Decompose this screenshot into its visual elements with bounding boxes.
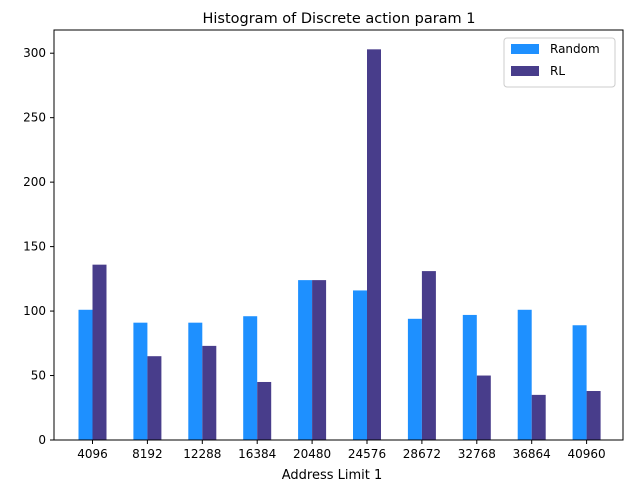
x-tick-label: 4096 xyxy=(77,447,108,461)
bar-random-36864 xyxy=(517,309,532,440)
x-tick-label: 8192 xyxy=(132,447,163,461)
y-tick-label: 250 xyxy=(23,111,46,125)
bar-rl-20480 xyxy=(312,280,327,440)
bar-rl-32768 xyxy=(476,375,491,440)
legend-label-rl: RL xyxy=(550,64,565,78)
bar-random-8192 xyxy=(133,322,148,440)
bar-rl-40960 xyxy=(586,391,601,440)
x-tick-label: 20480 xyxy=(293,447,331,461)
x-tick-label: 36864 xyxy=(513,447,551,461)
bar-random-28672 xyxy=(407,318,422,440)
x-axis: 4096 8192 12288 16384 20480 24576 28672 32768 36… xyxy=(77,440,606,461)
bar-random-24576 xyxy=(353,290,367,440)
bar-random-40960 xyxy=(572,325,587,440)
y-tick-label: 200 xyxy=(23,175,46,189)
y-tick-label: 300 xyxy=(23,46,46,60)
chart-title: Histogram of Discrete action param 1 xyxy=(202,11,475,27)
plot-frame xyxy=(53,29,624,441)
x-axis-label: Address Limit 1 xyxy=(282,468,383,483)
x-tick-label: 16384 xyxy=(238,447,276,461)
x-tick-label: 28672 xyxy=(403,447,441,461)
y-tick-label: 0 xyxy=(38,433,46,447)
x-tick-label: 32768 xyxy=(458,447,496,461)
y-axis: 0 50 100 150 200 250 300 xyxy=(23,46,54,447)
bar-random-32768 xyxy=(462,314,477,440)
bar-rl-28672 xyxy=(421,271,436,440)
legend: Random RL xyxy=(503,37,616,88)
x-tick-label: 24576 xyxy=(348,447,386,461)
bar-random-16384 xyxy=(243,316,258,440)
bars-group xyxy=(78,49,601,440)
bar-random-4096 xyxy=(78,309,93,440)
bar-rl-16384 xyxy=(257,381,272,440)
legend-label-random: Random xyxy=(550,42,600,56)
x-tick-label: 40960 xyxy=(568,447,606,461)
bar-rl-8192 xyxy=(147,356,162,440)
legend-swatch-rl xyxy=(511,66,539,76)
bar-random-12288 xyxy=(188,322,203,440)
bar-random-20480 xyxy=(298,280,313,440)
bar-rl-12288 xyxy=(202,345,217,440)
y-tick-label: 100 xyxy=(23,304,46,318)
bar-rl-36864 xyxy=(531,394,546,440)
x-tick-label: 12288 xyxy=(183,447,221,461)
y-tick-label: 150 xyxy=(23,240,46,254)
bar-rl-24576 xyxy=(367,49,381,440)
bar-rl-4096 xyxy=(92,264,107,440)
legend-swatch-random xyxy=(511,44,539,54)
y-tick-label: 50 xyxy=(31,369,46,383)
